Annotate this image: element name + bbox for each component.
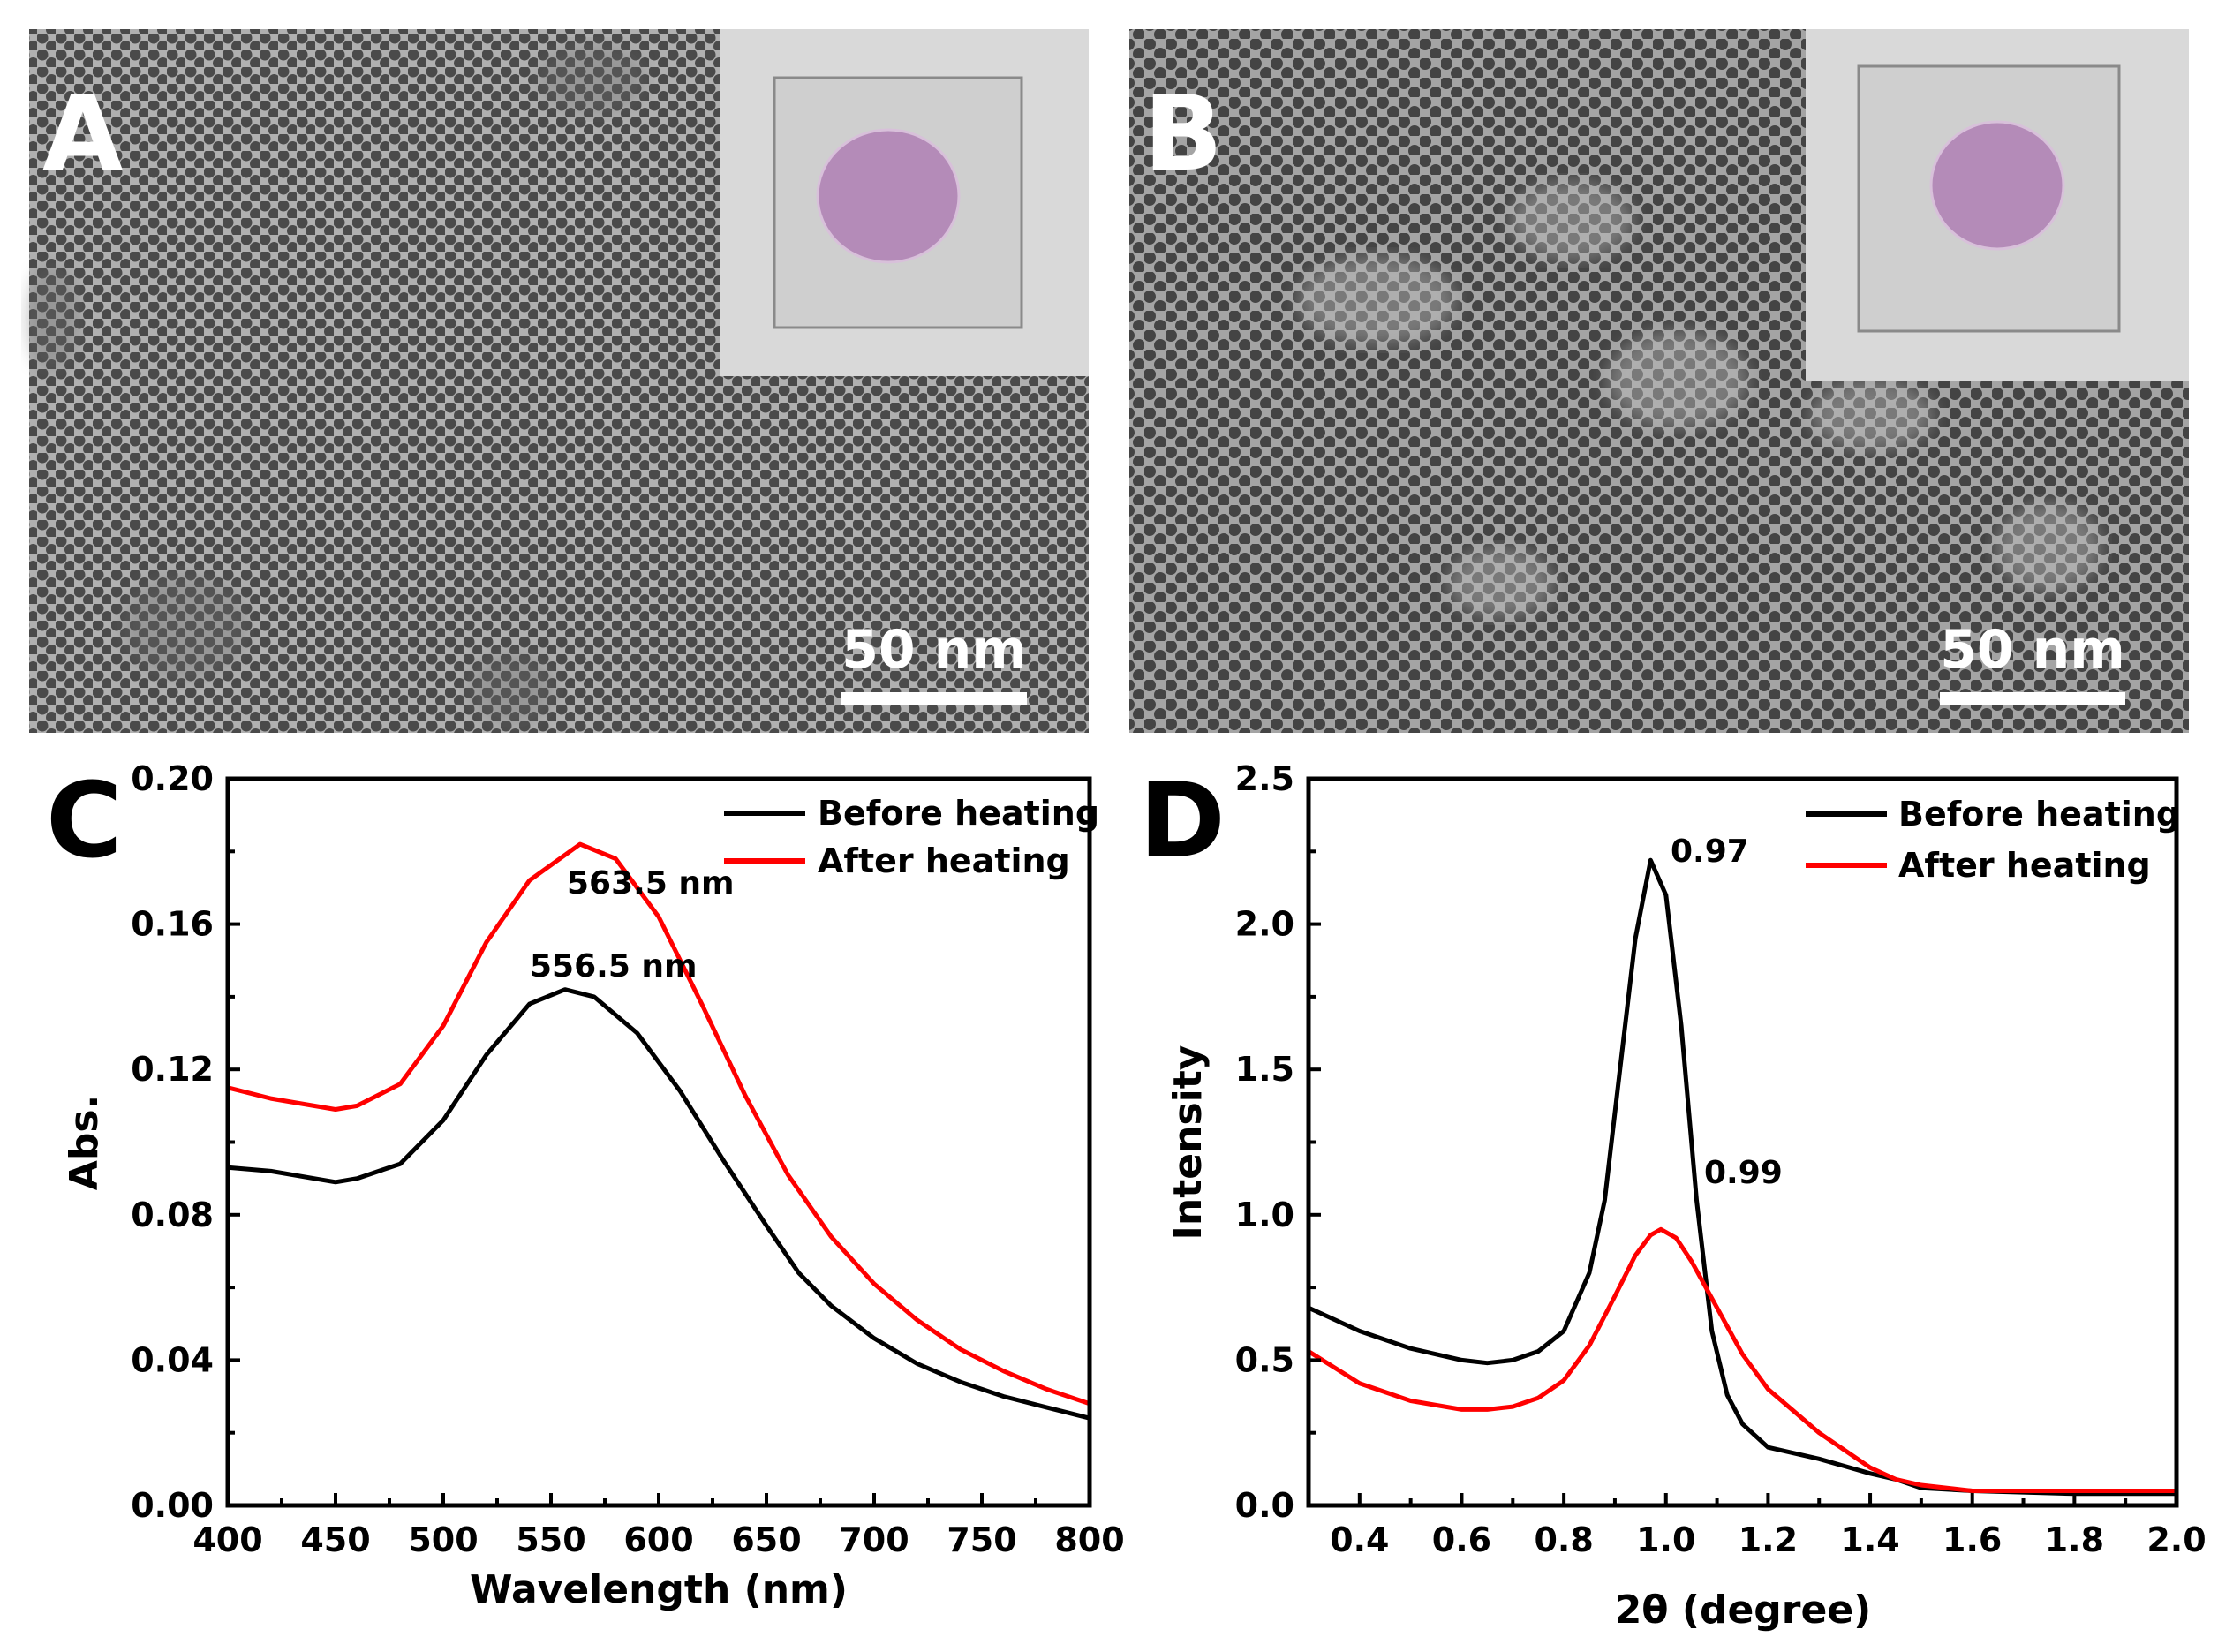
legend-c: Before heating After heating bbox=[724, 794, 1099, 880]
x-tick-label: 1.0 bbox=[1636, 1520, 1695, 1559]
scale-bar-b bbox=[1940, 692, 2125, 705]
y-tick-label: 2.0 bbox=[1235, 905, 1294, 944]
legend-label-after: After heating bbox=[818, 841, 1070, 880]
x-tick-label: 0.8 bbox=[1534, 1520, 1593, 1559]
series-line-before-heating bbox=[227, 987, 1090, 1421]
legend-label-before: Before heating bbox=[818, 794, 1099, 833]
plot-area-d bbox=[1306, 776, 2179, 1508]
inset-photo-a bbox=[720, 29, 1089, 376]
film-spot-b bbox=[1929, 120, 2065, 251]
y-tick-label: 0.04 bbox=[131, 1340, 214, 1379]
axes-frame-c bbox=[225, 776, 1092, 1508]
scale-bar-label-b: 50 nm bbox=[1940, 619, 2125, 681]
film-spot-a bbox=[816, 128, 961, 264]
panel-d: D 0.0 0.5 1.0 1.5 2.0 2.5 0.4 0.6 0.8 1.… bbox=[1139, 759, 2207, 1633]
legend-label-after: After heating bbox=[1898, 846, 2151, 885]
x-tick-label: 650 bbox=[731, 1520, 801, 1559]
panel-b: B 50 nm bbox=[1129, 29, 2189, 733]
x-ticklabels-d: 0.4 0.6 0.8 1.0 1.2 1.4 1.6 1.8 2.0 bbox=[1330, 1520, 2207, 1559]
peak-label-after-d: 0.99 bbox=[1704, 1155, 1783, 1191]
x-tick-label: 600 bbox=[623, 1520, 693, 1559]
panel-c: C 0.00 0.04 0.08 0.12 0.16 0.20 400 450 … bbox=[46, 759, 1125, 1612]
x-ticklabels-c: 400 450 500 550 600 650 700 750 800 bbox=[192, 1520, 1124, 1559]
x-tick-label: 1.6 bbox=[1943, 1520, 2002, 1559]
y-tick-label: 0.00 bbox=[131, 1486, 214, 1525]
series-c-lines bbox=[227, 841, 1090, 1421]
x-tick-label: 2.0 bbox=[2146, 1520, 2206, 1559]
inset-photo-b bbox=[1806, 29, 2189, 381]
legend-d: Before heating After heating bbox=[1806, 795, 2180, 885]
series-line-after-heating bbox=[1307, 1226, 2177, 1493]
x-tick-label: 0.4 bbox=[1330, 1520, 1389, 1559]
panel-letter-a: A bbox=[42, 72, 123, 194]
y-tick-label: 2.5 bbox=[1235, 759, 1294, 798]
series-d-lines bbox=[1307, 857, 2177, 1497]
x-tick-label: 1.2 bbox=[1739, 1520, 1798, 1559]
x-tick-label: 700 bbox=[839, 1520, 909, 1559]
panel-letter-c: C bbox=[46, 759, 123, 881]
y-ticklabels-c: 0.00 0.04 0.08 0.12 0.16 0.20 bbox=[131, 759, 214, 1525]
x-tick-label: 1.4 bbox=[1840, 1520, 1899, 1559]
y-tick-label: 1.0 bbox=[1235, 1196, 1294, 1234]
plot-area-c bbox=[225, 776, 1092, 1508]
tem-texture-b bbox=[1298, 181, 2101, 618]
peak-label-before: 556.5 nm bbox=[530, 948, 698, 984]
x-tick-label: 500 bbox=[408, 1520, 478, 1559]
peak-label-after: 563.5 nm bbox=[567, 865, 735, 901]
ticks-d bbox=[1309, 777, 2178, 1507]
x-axis-label-c: Wavelength (nm) bbox=[470, 1567, 848, 1612]
y-tick-label: 0.20 bbox=[131, 759, 214, 798]
x-tick-label: 400 bbox=[192, 1520, 262, 1559]
y-tick-label: 0.16 bbox=[131, 905, 214, 944]
y-ticklabels-d: 0.0 0.5 1.0 1.5 2.0 2.5 bbox=[1235, 759, 1294, 1525]
panel-letter-b: B bbox=[1143, 72, 1223, 194]
y-tick-label: 1.5 bbox=[1235, 1050, 1294, 1089]
scale-bar-label-a: 50 nm bbox=[841, 619, 1027, 681]
x-tick-label: 0.6 bbox=[1432, 1520, 1491, 1559]
y-tick-label: 0.5 bbox=[1235, 1340, 1294, 1379]
x-tick-label: 1.8 bbox=[2045, 1520, 2104, 1559]
y-tick-label: 0.08 bbox=[131, 1196, 214, 1234]
x-tick-label: 550 bbox=[516, 1520, 585, 1559]
x-tick-label: 750 bbox=[947, 1520, 1016, 1559]
x-tick-label: 800 bbox=[1054, 1520, 1124, 1559]
panel-letter-d: D bbox=[1139, 759, 1226, 881]
y-axis-label-d: Intensity bbox=[1166, 1045, 1211, 1241]
y-tick-label: 0.0 bbox=[1235, 1486, 1294, 1525]
y-tick-label: 0.12 bbox=[131, 1050, 214, 1089]
peak-label-before-d: 0.97 bbox=[1671, 834, 1749, 870]
series-line-after-heating bbox=[227, 841, 1090, 1407]
legend-label-before: Before heating bbox=[1898, 795, 2180, 834]
axes-frame-d bbox=[1306, 776, 2179, 1508]
y-axis-label-c: Abs. bbox=[62, 1095, 107, 1190]
panel-a: A 50 nm bbox=[26, 29, 1089, 733]
tem-texture-a bbox=[26, 44, 645, 724]
scale-bar-a bbox=[841, 692, 1027, 705]
x-axis-label-d: 2θ (degree) bbox=[1615, 1588, 1872, 1633]
x-tick-label: 450 bbox=[300, 1520, 370, 1559]
